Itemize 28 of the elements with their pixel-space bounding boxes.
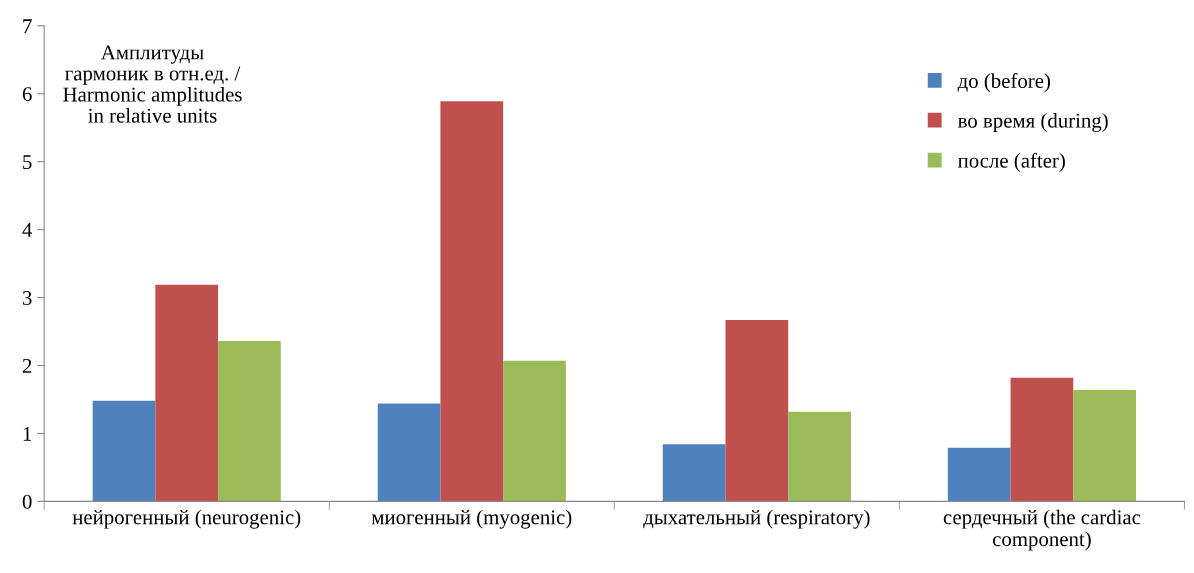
bar [503, 360, 566, 502]
y-tick-label: 6 [22, 87, 32, 102]
legend-label: во время (during) [957, 113, 1108, 132]
y-tick-label: 4 [22, 223, 33, 237]
y-tick-label: 7 [23, 19, 32, 34]
bar [92, 400, 156, 502]
x-tick-label: сердечный (the cardiac component) [943, 509, 1141, 551]
bar [947, 447, 1011, 502]
y-axis-title: Амплитуды гармоник в отн.ед. / Harmonic amplitudes in relative units [63, 45, 242, 123]
legend-label: после (after) [957, 152, 1065, 172]
y-tick-label: 2 [22, 358, 32, 373]
x-tick-label: дыхательный (respiratory) [643, 509, 870, 529]
bar [218, 341, 281, 502]
bar [1010, 377, 1074, 502]
y-tick-label: 0 [22, 494, 32, 509]
y-tick-label: 3 [22, 290, 32, 305]
legend-label: до (before) [957, 73, 1050, 93]
bar [155, 284, 219, 502]
bar [440, 101, 504, 502]
x-tick-label: нейрогенный (neurogenic) [72, 509, 301, 529]
bar [377, 403, 441, 502]
bar [1073, 389, 1136, 502]
y-tick-label: 1 [23, 426, 32, 441]
bar [788, 411, 851, 502]
bar [725, 319, 789, 502]
x-tick-label: миогенный (myogenic) [371, 509, 572, 529]
y-tick-label: 5 [23, 155, 32, 170]
bar [662, 444, 726, 502]
